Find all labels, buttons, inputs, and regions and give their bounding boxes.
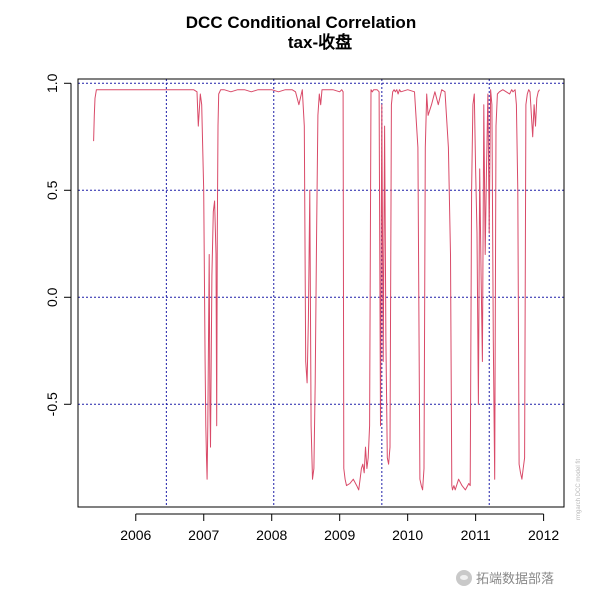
y-tick-label: 0.5 — [44, 180, 60, 200]
plot-frame — [77, 78, 565, 508]
y-tick-label: 1.0 — [44, 73, 60, 93]
grid-lines — [78, 79, 564, 507]
x-tick-label: 2007 — [188, 527, 219, 543]
chart-subtitle: tax-收盘 — [288, 32, 352, 52]
axes: 2006 2007 2008 2009 2010 2011 2012 1.0 0.5 0.0 -0.… — [44, 73, 559, 543]
x-tick-label: 2006 — [120, 527, 151, 543]
x-tick-label: 2012 — [528, 527, 559, 543]
x-tick-label: 2009 — [324, 527, 355, 543]
watermark: 拓端数据部落 — [456, 568, 554, 587]
x-tick-label: 2010 — [392, 527, 423, 543]
series-line — [93, 89, 540, 491]
y-tick-label: 0.0 — [44, 287, 60, 307]
side-note: rmgarch DCC model fit — [576, 459, 582, 520]
wechat-icon — [456, 569, 472, 586]
x-tick-label: 2011 — [461, 527, 491, 543]
series-layer — [93, 89, 540, 491]
x-tick-label: 2008 — [256, 527, 287, 543]
watermark-text: 拓端数据部落 — [476, 571, 555, 586]
chart-title: DCC Conditional Correlation — [186, 13, 416, 32]
y-tick-label: -0.5 — [44, 392, 60, 416]
